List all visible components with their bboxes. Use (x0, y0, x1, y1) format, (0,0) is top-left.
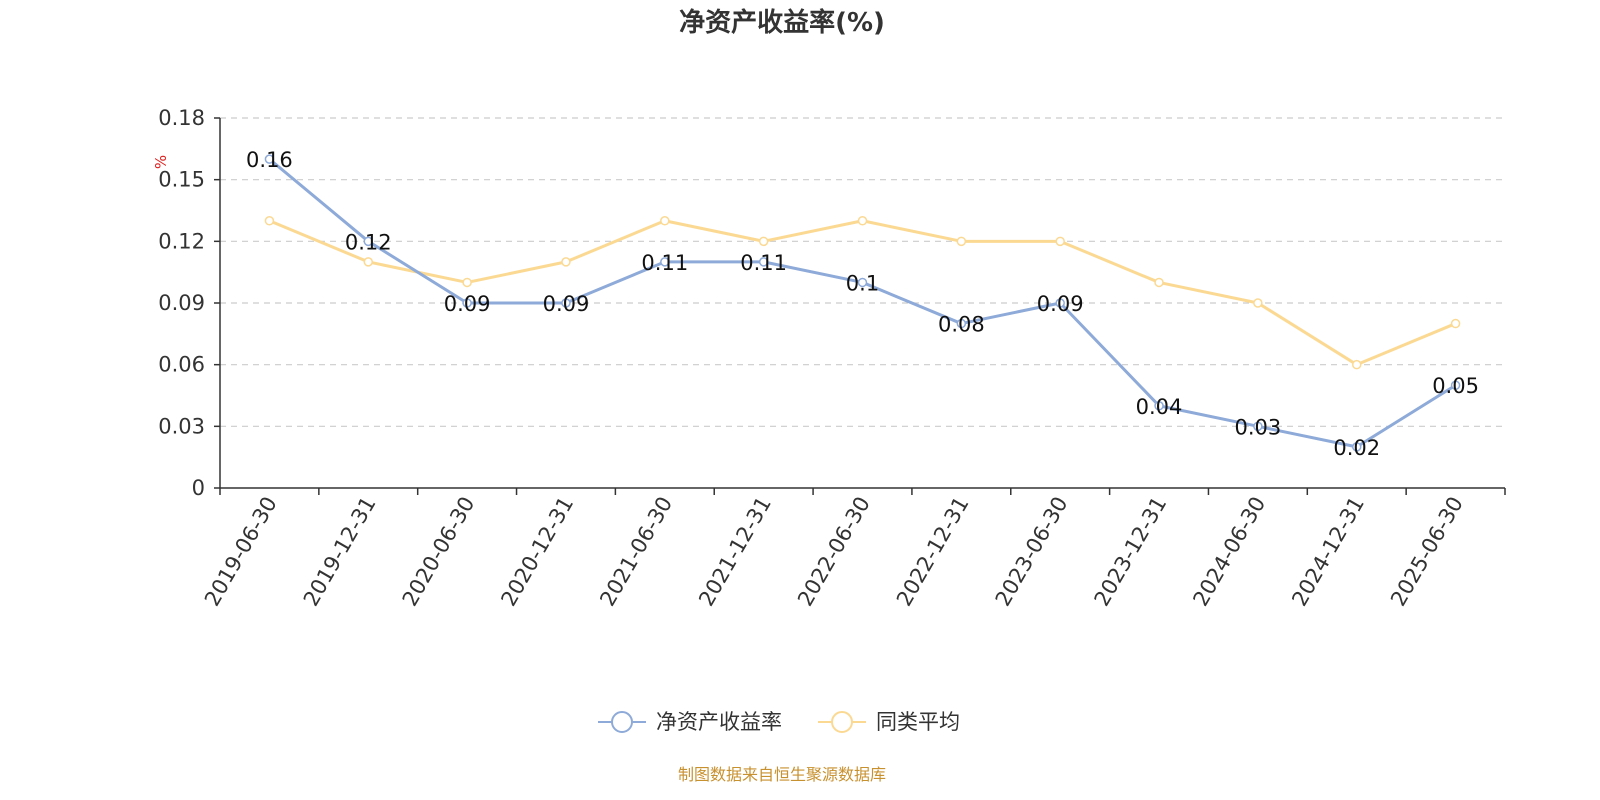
x-tick-label: 2023-06-30 (991, 493, 1073, 611)
y-tick-label: 0.12 (158, 229, 205, 253)
data-point (1253, 421, 1263, 432)
data-point (462, 298, 472, 308)
series-group (264, 154, 1461, 452)
y-tick-label: 0.18 (158, 106, 205, 130)
x-tick-label: 2020-06-30 (398, 492, 480, 610)
data-point (1450, 380, 1461, 390)
legend[interactable]: 净资产收益率 同类平均 (598, 710, 960, 734)
data-point (857, 216, 868, 226)
x-tick-label: 2019-06-30 (200, 493, 282, 611)
y-tick-label: 0.15 (158, 168, 205, 192)
data-labels: 0.16 0.12 0.09 0.09 0.11 0.11 0.1 0.08 0.09 0.04 0… (246, 148, 1479, 460)
x-tick-label: 2021-06-30 (595, 493, 677, 611)
data-label: 0.11 (641, 251, 688, 275)
x-tick-label: 2024-12-31 (1287, 493, 1369, 611)
data-point (1253, 298, 1263, 308)
data-label: 0.02 (1333, 436, 1380, 460)
x-tick-label: 2023-12-31 (1090, 493, 1172, 611)
x-tick-label: 2021-12-31 (694, 493, 776, 611)
data-label: 0.09 (444, 292, 491, 316)
data-label: 0.08 (938, 313, 985, 337)
data-point (264, 216, 275, 226)
x-tick-label: 2025-06-30 (1386, 493, 1468, 611)
legend-label: 同类平均 (876, 710, 960, 734)
data-point (1351, 359, 1362, 370)
data-point (561, 298, 571, 308)
data-point (1351, 442, 1362, 452)
data-point (660, 216, 670, 226)
source-note: 制图数据来自恒生聚源数据库 (678, 765, 886, 784)
data-point (956, 236, 967, 247)
data-point (1450, 318, 1461, 329)
data-point (363, 236, 374, 247)
data-label: 0.1 (846, 271, 879, 295)
data-point (1055, 298, 1065, 308)
legend-marker (611, 711, 633, 733)
data-point (857, 277, 868, 288)
y-tick-label: 0.06 (158, 353, 205, 377)
legend-item[interactable]: 同类平均 (818, 710, 960, 734)
y-axis-ticks: 0 0.03 0.06 0.09 0.12 0.15 0.18 (158, 106, 205, 500)
data-point (1154, 401, 1164, 411)
y-tick-label: 0 (192, 476, 205, 500)
data-point (462, 277, 472, 288)
axes (214, 117, 1506, 495)
chart-title: 净资产收益率(%) (679, 7, 885, 38)
data-point (758, 257, 769, 267)
y-axis-unit: % (152, 155, 170, 169)
data-label: 0.12 (345, 230, 392, 254)
data-point (660, 257, 670, 267)
data-label: 0.03 (1235, 415, 1282, 439)
y-tick-label: 0.03 (158, 414, 205, 438)
data-label: 0.16 (246, 148, 293, 172)
x-tick-label: 2020-12-31 (496, 493, 578, 611)
data-label: 0.05 (1432, 374, 1479, 398)
y-tick-label: 0.09 (158, 291, 205, 315)
data-point (561, 257, 571, 267)
data-label: 0.11 (740, 251, 787, 275)
data-label: 0.09 (543, 292, 590, 316)
data-point (956, 318, 967, 329)
data-label: 0.04 (1136, 395, 1183, 419)
data-point (1154, 277, 1164, 288)
data-point (1055, 236, 1065, 247)
x-tick-label: 2024-06-30 (1188, 493, 1270, 611)
x-tick-label: 2019-12-31 (299, 493, 381, 611)
data-point (363, 257, 374, 267)
x-tick-label: 2022-12-31 (892, 493, 974, 611)
data-label: 0.09 (1037, 292, 1084, 316)
legend-label: 净资产收益率 (656, 710, 782, 734)
data-point (264, 154, 275, 164)
data-point (758, 236, 769, 247)
x-axis-ticks: 2019-06-30 2019-12-31 2020-06-30 2020-12-31… (200, 492, 1468, 610)
gridlines (220, 117, 1505, 427)
x-tick-label: 2022-06-30 (793, 493, 875, 611)
legend-marker (831, 711, 853, 733)
legend-item[interactable]: 净资产收益率 (598, 710, 782, 734)
